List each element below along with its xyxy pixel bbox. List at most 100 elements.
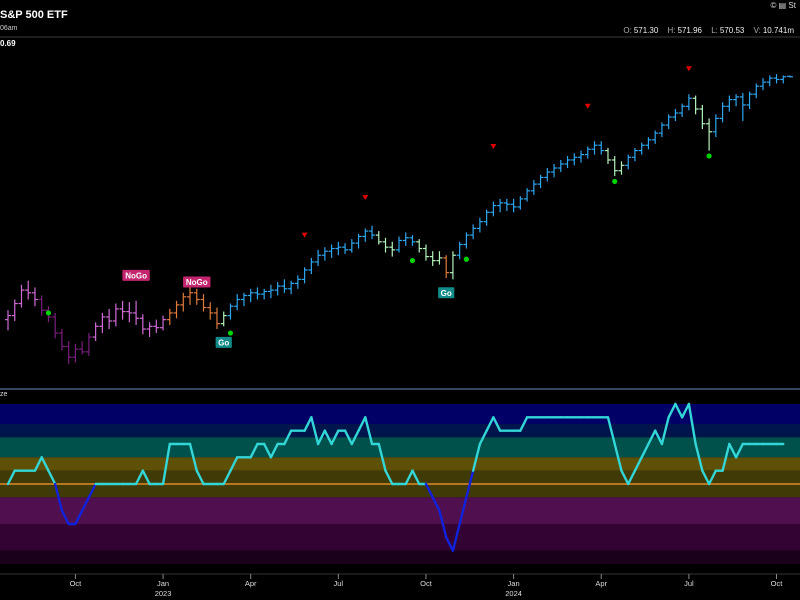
- go-badge: Go: [215, 336, 232, 348]
- badge-label: Go: [218, 338, 229, 347]
- price-bar: [315, 249, 322, 266]
- badge-label: NoGo: [186, 278, 208, 287]
- price-bar: [38, 295, 45, 316]
- oscillator-segment: [330, 429, 340, 446]
- ohlc-open-key: O:: [623, 26, 632, 35]
- oscillator-panel-label: ze: [0, 391, 8, 398]
- oscillator-segment: [465, 469, 475, 499]
- price-bar: [220, 311, 227, 327]
- price-bar: [631, 147, 638, 162]
- price-bar: [564, 155, 571, 169]
- price-bar: [409, 235, 416, 246]
- price-bar: [31, 287, 38, 307]
- price-bar: [618, 161, 625, 175]
- ohlc-readout: O: 571.30 H: 571.96 L: 570.53 V: 10.741m: [616, 26, 794, 35]
- price-bar: [99, 312, 106, 334]
- oscillator-segment: [283, 429, 293, 446]
- oscillator-segment: [249, 442, 259, 459]
- price-bar: [726, 95, 733, 112]
- oscillator-segment: [471, 442, 482, 472]
- oscillator-segment: [424, 482, 434, 499]
- ohlc-open-value: 571.30: [633, 26, 659, 35]
- oscillator-segment: [613, 442, 623, 472]
- price-bar: [254, 287, 261, 300]
- ohlc-high-key: H:: [667, 26, 676, 35]
- oscillator-segment: [734, 442, 745, 459]
- price-bar: [342, 243, 349, 254]
- price-bar: [85, 333, 92, 356]
- oscillator-segment: [411, 469, 421, 486]
- nogo-badge: NoGo: [122, 269, 150, 281]
- price-bar: [321, 247, 328, 261]
- price-bar: [658, 122, 665, 138]
- oscillator-segment: [674, 402, 684, 419]
- x-year-label: 2023: [155, 589, 172, 598]
- price-bar: [584, 146, 591, 159]
- badge-box: [215, 336, 232, 348]
- price-bar: [133, 300, 140, 325]
- price-bar: [766, 75, 773, 87]
- price-bar: [240, 292, 247, 307]
- countertrend-up-dot: [409, 257, 416, 264]
- countertrend-up-dot: [463, 256, 470, 262]
- oscillator-segment: [627, 469, 637, 486]
- oscillator-segment: [188, 442, 198, 472]
- price-bars: [5, 74, 793, 364]
- price-level-label: 0.69: [0, 39, 16, 48]
- price-bar: [92, 322, 99, 342]
- ohlc-low-value: 570.53: [719, 26, 745, 35]
- oscillator-segment: [667, 402, 677, 419]
- x-tick-label: Apr: [245, 579, 257, 588]
- ohlc-volume-key: V:: [753, 26, 761, 35]
- countertrend-down-triangle: [490, 144, 497, 150]
- chart-subtitle: 06am: [0, 25, 18, 32]
- price-bar: [611, 155, 618, 177]
- price-bar: [308, 257, 315, 275]
- price-bar: [760, 78, 767, 91]
- oscillator-band: [0, 524, 800, 551]
- oscillator-segment: [33, 456, 43, 472]
- oscillator-segment: [519, 416, 529, 432]
- oscillator-segment: [653, 429, 664, 446]
- oscillator-segment: [404, 469, 414, 486]
- oscillator-segment: [323, 429, 333, 446]
- price-bar: [551, 163, 558, 178]
- price-bar: [173, 300, 180, 319]
- price-bar: [126, 302, 133, 323]
- oscillator-segment: [316, 429, 327, 446]
- price-bar: [746, 91, 753, 109]
- price-bar: [625, 154, 632, 170]
- nogo-badge: NoGo: [183, 276, 211, 288]
- oscillator-segment: [721, 442, 731, 472]
- x-tick-label: Jul: [684, 579, 694, 588]
- oscillator-segment: [40, 456, 50, 472]
- price-bar: [79, 341, 86, 355]
- price-bar: [753, 83, 760, 99]
- go-badge: Go: [438, 287, 455, 299]
- price-bar: [65, 341, 72, 364]
- oscillator-segment: [53, 482, 64, 512]
- oscillator-segment: [262, 442, 273, 459]
- x-tick-label: Oct: [771, 579, 784, 588]
- price-bar: [692, 95, 699, 115]
- price-bar: [213, 307, 220, 330]
- oscillator-segment: [384, 469, 394, 486]
- price-bar: [382, 237, 389, 253]
- countertrend-up-dot: [706, 153, 712, 159]
- price-bar: [25, 280, 32, 300]
- price-bar: [787, 75, 793, 78]
- oscillator-segment: [74, 509, 84, 526]
- oscillator-segment: [364, 416, 374, 446]
- oscillator-segment: [485, 416, 495, 432]
- oscillator-segment: [701, 469, 711, 486]
- oscillator-segment: [444, 536, 455, 552]
- price-bar: [288, 280, 295, 295]
- countertrend-up-dot: [45, 310, 52, 316]
- price-bar: [685, 94, 692, 111]
- oscillator-band: [0, 457, 800, 471]
- badge-label: NoGo: [125, 271, 147, 280]
- oscillator-segment: [310, 416, 320, 446]
- price-bar: [328, 244, 335, 258]
- oscillator-segment: [269, 442, 279, 459]
- price-bar: [18, 284, 25, 308]
